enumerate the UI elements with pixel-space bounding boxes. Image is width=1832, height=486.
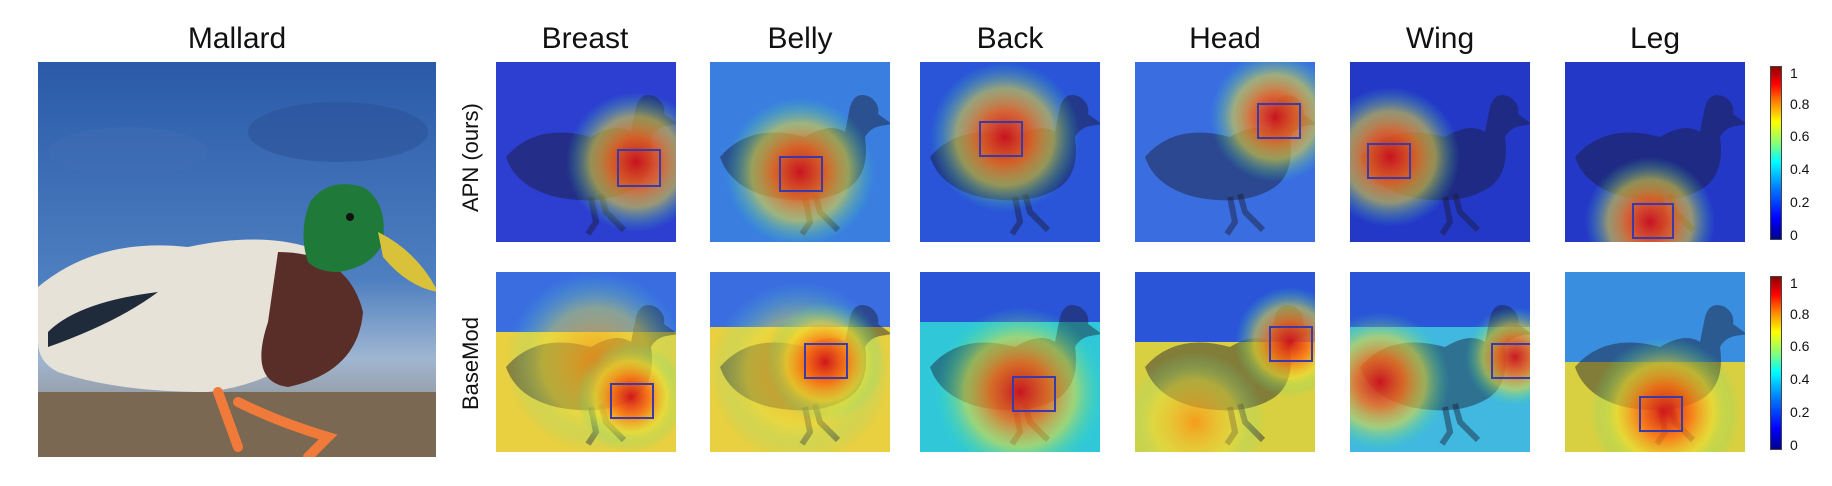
colorbar-bottom-tick: 0.2 [1790, 404, 1810, 420]
column-title-head: Head [1189, 22, 1261, 55]
heatmap-basemod-wing [1350, 272, 1530, 452]
mallard-photo [38, 62, 436, 457]
heatmap-basemod-breast [496, 272, 676, 452]
colorbar-top-tick: 0.2 [1790, 194, 1810, 210]
colorbar-bottom [1770, 276, 1782, 450]
heatmap-basemod-back [920, 272, 1100, 452]
colorbar-top-tick: 1 [1790, 65, 1798, 81]
heatmap-apn-breast [496, 62, 676, 242]
column-title-back: Back [976, 22, 1044, 55]
heatmap-apn-head [1135, 62, 1315, 242]
colorbar-bottom-tick: 0.8 [1790, 306, 1810, 322]
colorbar-top-tick: 0.8 [1790, 96, 1810, 112]
heatmap-apn-back [920, 62, 1100, 242]
colorbar-top-tick: 0 [1790, 227, 1798, 243]
row-label-basemod: BaseMod [458, 317, 483, 410]
heatmap-apn-belly [710, 62, 890, 242]
heatmap-basemod-leg [1565, 272, 1745, 452]
column-title-leg: Leg [1629, 22, 1681, 55]
column-title-wing: Wing [1405, 22, 1475, 55]
row-label-apn: APN (ours) [458, 103, 483, 212]
colorbar-bottom-tick: 0.6 [1790, 338, 1810, 354]
colorbar-bottom-tick: 0 [1790, 437, 1798, 453]
heatmap-basemod-belly [710, 272, 890, 452]
main-image-title: Mallard [187, 22, 287, 55]
heatmap-apn-wing [1350, 62, 1530, 242]
colorbar-top-tick: 0.6 [1790, 128, 1810, 144]
column-title-breast: Breast [541, 22, 629, 55]
heatmap-apn-leg [1565, 62, 1745, 242]
colorbar-top [1770, 66, 1782, 240]
colorbar-bottom-tick: 1 [1790, 275, 1798, 291]
heatmap-basemod-head [1135, 272, 1315, 452]
column-title-belly: Belly [767, 22, 833, 55]
colorbar-top-tick: 0.4 [1790, 161, 1810, 177]
colorbar-bottom-tick: 0.4 [1790, 371, 1810, 387]
